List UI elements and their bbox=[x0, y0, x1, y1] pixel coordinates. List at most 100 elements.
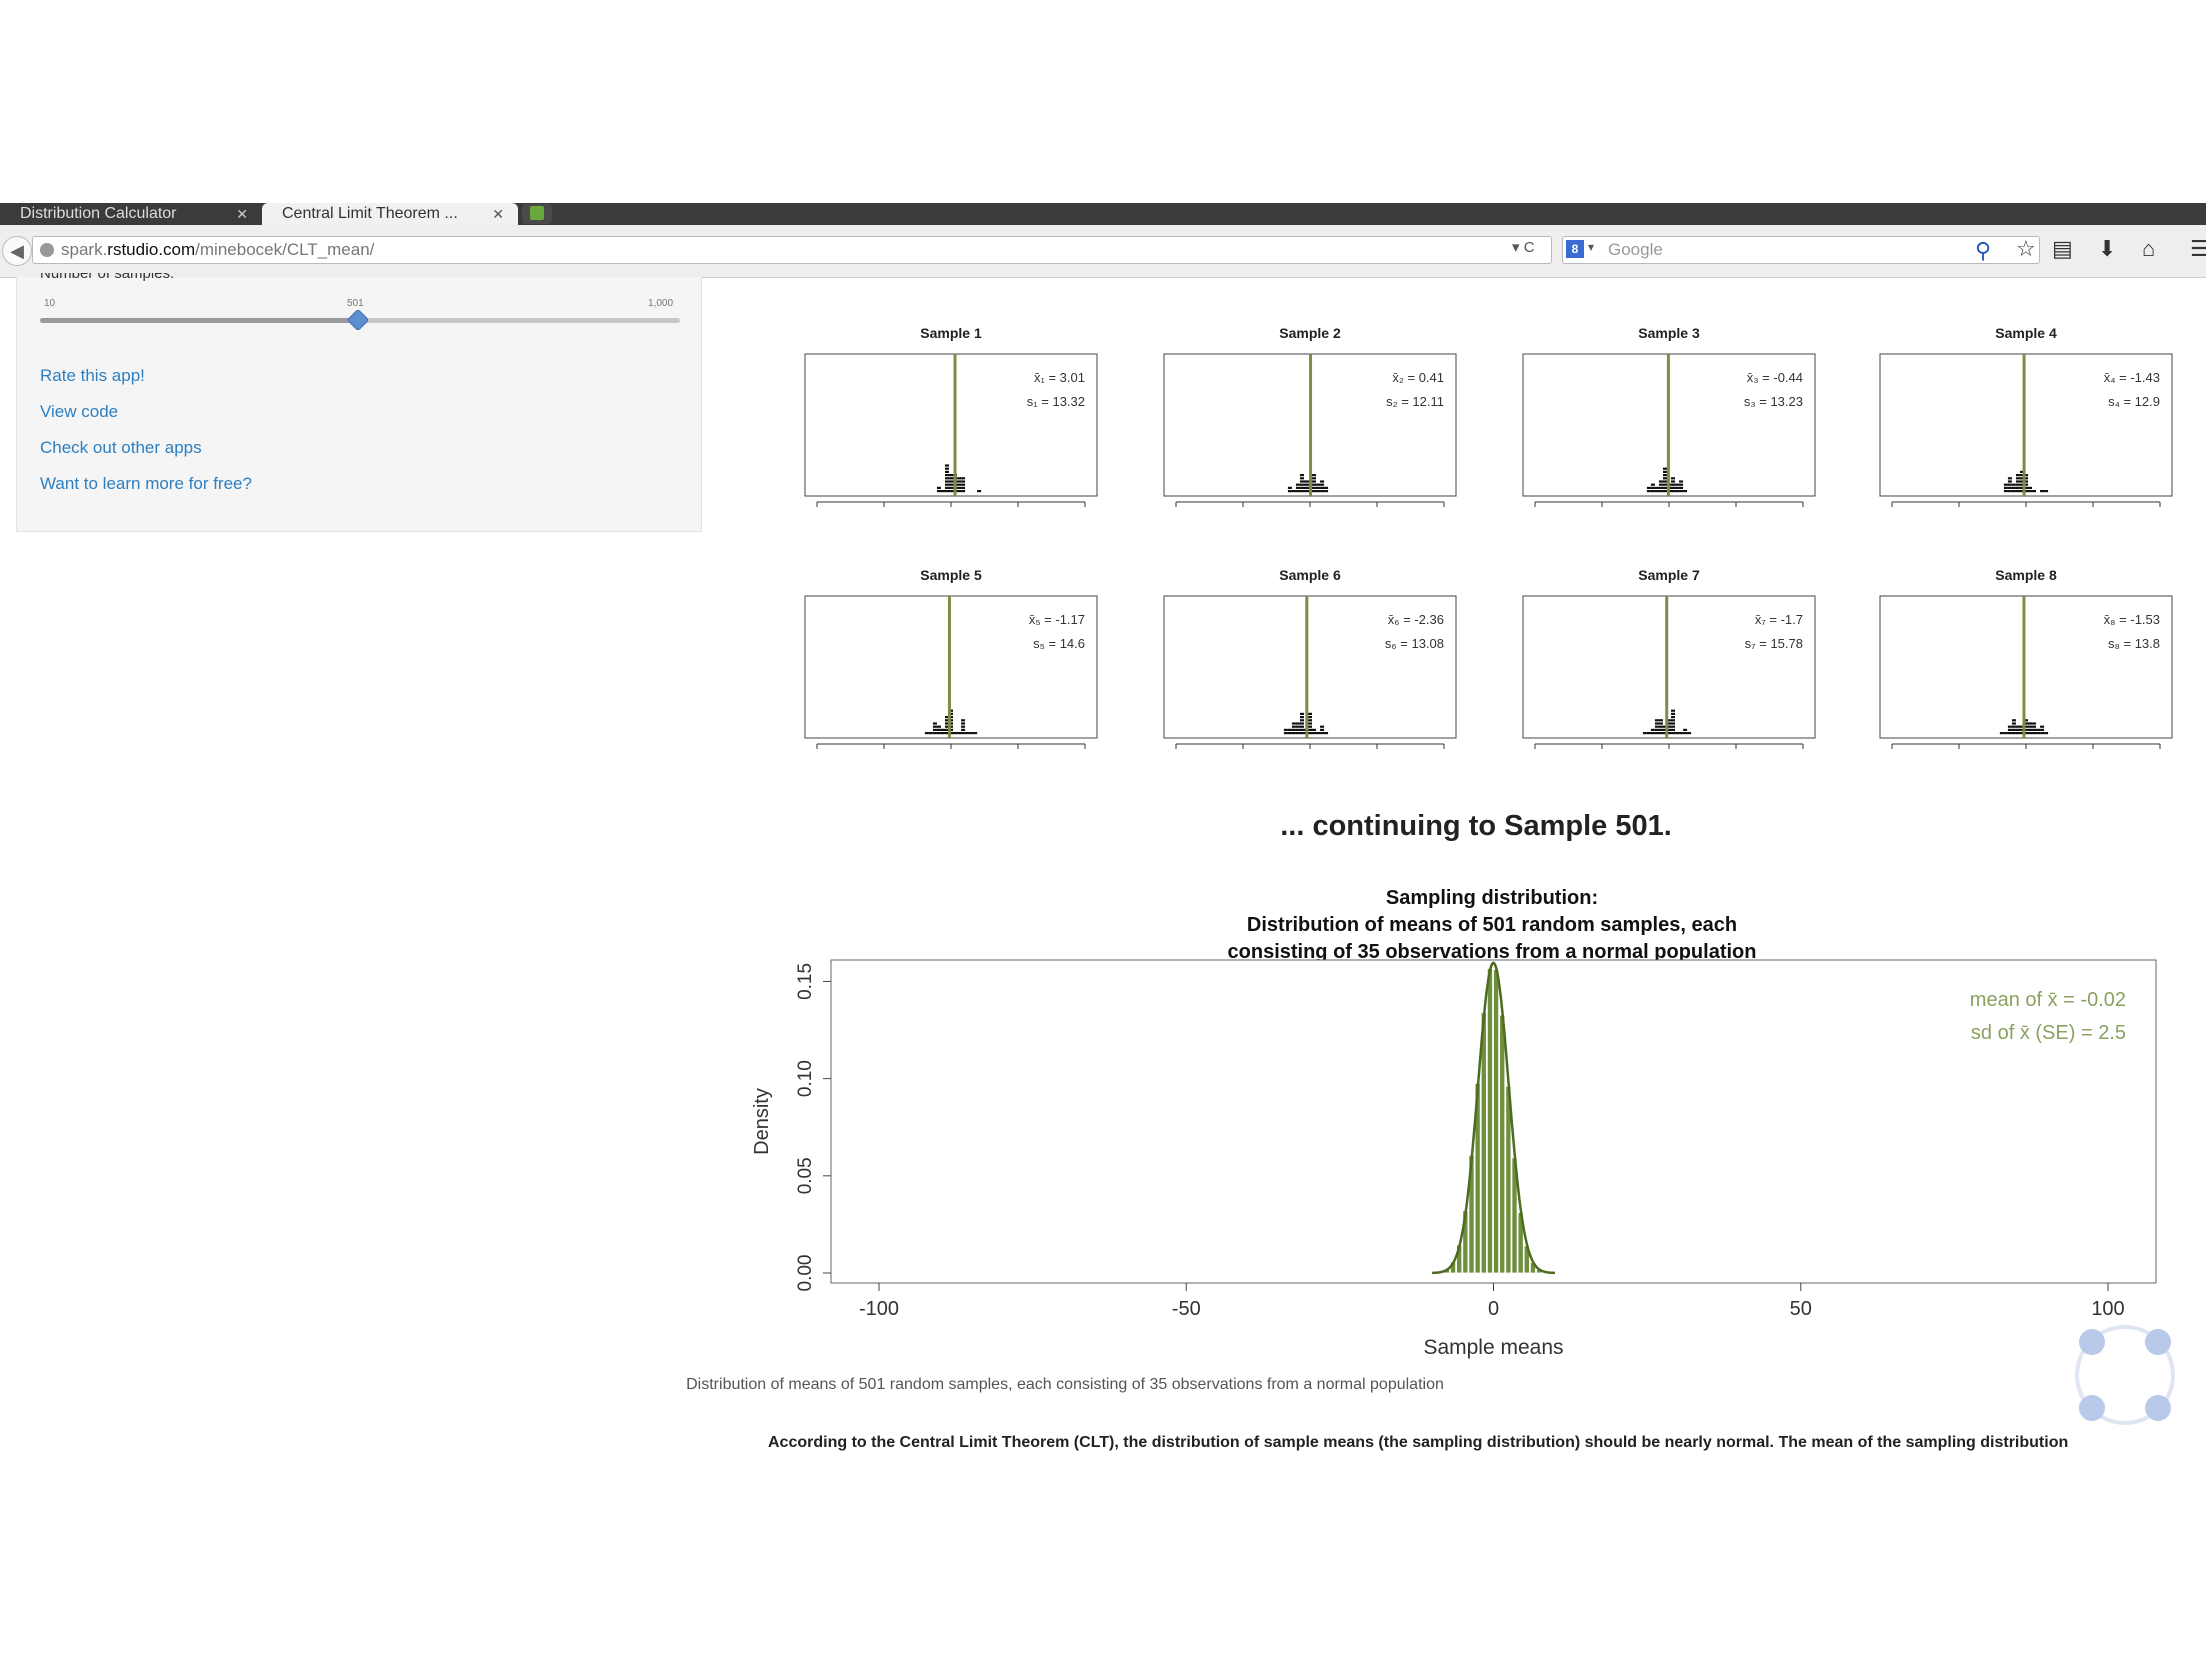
sample-plot-title: Sample 3 bbox=[1638, 325, 1700, 341]
observation-mark bbox=[2015, 483, 2020, 486]
samples-slider-fill bbox=[40, 318, 358, 323]
observation-mark bbox=[1324, 732, 1329, 735]
observation-mark bbox=[949, 480, 953, 483]
view-code-link[interactable]: View code bbox=[40, 402, 119, 421]
home-icon[interactable]: ⌂ bbox=[2142, 236, 2156, 261]
observation-mark bbox=[973, 732, 978, 735]
observation-mark bbox=[949, 474, 953, 477]
search-input[interactable]: Google bbox=[1562, 236, 2040, 264]
x-tick-label: -50 bbox=[1950, 509, 1968, 510]
x-tick-label: -100 bbox=[1523, 751, 1547, 752]
x-tick-label: 50 bbox=[2086, 751, 2100, 752]
observation-mark bbox=[1295, 722, 1300, 725]
sample-mean-label: x̄₆ = -2.36 bbox=[1388, 612, 1444, 627]
observation-mark bbox=[1671, 480, 1676, 483]
observation-mark bbox=[1671, 483, 1676, 486]
tab-label: Distribution Calculator bbox=[20, 205, 177, 222]
slider-value-label: 501 bbox=[347, 298, 364, 309]
search-icon[interactable]: ⚲ bbox=[1975, 238, 1992, 263]
observation-mark bbox=[1303, 486, 1308, 489]
observation-mark bbox=[957, 490, 962, 493]
back-button[interactable]: ◀ bbox=[2, 236, 32, 266]
observation-mark bbox=[1299, 474, 1304, 477]
observation-mark bbox=[1324, 490, 1329, 493]
observation-mark bbox=[936, 490, 941, 493]
observation-mark bbox=[1654, 728, 1659, 731]
x-tick-label: 50 bbox=[1370, 509, 1384, 510]
observation-mark bbox=[1675, 732, 1680, 735]
observation-mark bbox=[2019, 477, 2024, 480]
observation-mark bbox=[1658, 490, 1663, 493]
rate-app-link[interactable]: Rate this app! bbox=[40, 366, 145, 385]
sample-plot-title: Sample 7 bbox=[1638, 567, 1700, 583]
observation-mark bbox=[961, 719, 966, 722]
chevron-down-icon[interactable]: ▾ bbox=[1588, 240, 1595, 254]
tab-label: Central Limit Theorem ... bbox=[282, 205, 458, 222]
download-icon[interactable]: ⬇ bbox=[2098, 236, 2117, 261]
observation-mark bbox=[2044, 490, 2049, 493]
observation-mark bbox=[924, 732, 929, 735]
learn-more-link[interactable]: Want to learn more for free? bbox=[40, 474, 252, 493]
observation-mark bbox=[1646, 486, 1651, 489]
observation-mark bbox=[2015, 725, 2020, 728]
observation-mark bbox=[2019, 728, 2024, 731]
observation-mark bbox=[1671, 477, 1676, 480]
observation-mark bbox=[1320, 732, 1325, 735]
observation-mark bbox=[2015, 490, 2020, 493]
observation-mark bbox=[1283, 732, 1288, 735]
tab-distribution-calculator[interactable]: Distribution Calculator ✕ bbox=[0, 203, 262, 225]
x-tick-label: 50 bbox=[1370, 751, 1384, 752]
close-icon[interactable]: ✕ bbox=[236, 206, 248, 222]
observation-mark bbox=[1312, 728, 1317, 731]
observation-mark bbox=[2011, 725, 2016, 728]
observation-mark bbox=[2007, 732, 2012, 735]
observation-mark bbox=[940, 732, 945, 735]
observation-mark bbox=[1299, 486, 1304, 489]
x-tick-label: 100 bbox=[1075, 509, 1095, 510]
url-bar[interactable]: spark.rstudio.com/minebocek/CLT_mean/ bbox=[32, 236, 1552, 264]
observation-mark bbox=[944, 467, 949, 470]
new-tab-button[interactable] bbox=[522, 204, 552, 224]
sample-mean-label: x̄₇ = -1.7 bbox=[1755, 612, 1803, 627]
observation-mark bbox=[2024, 719, 2028, 722]
menu-icon[interactable]: ☰ bbox=[2190, 236, 2206, 261]
other-apps-link[interactable]: Check out other apps bbox=[40, 438, 202, 457]
observation-mark bbox=[1303, 483, 1308, 486]
observation-mark bbox=[1316, 483, 1321, 486]
observation-mark bbox=[1320, 725, 1325, 728]
observation-mark bbox=[1662, 480, 1667, 483]
observation-mark bbox=[2028, 722, 2033, 725]
observation-mark bbox=[1662, 477, 1667, 480]
observation-mark bbox=[2019, 490, 2024, 493]
back-arrow-icon: ◀ bbox=[10, 241, 24, 261]
observation-mark bbox=[2007, 725, 2012, 728]
sample-plot-title: Sample 1 bbox=[920, 325, 982, 341]
observation-mark bbox=[1667, 722, 1671, 725]
reload-icon[interactable]: ▾ C bbox=[1512, 239, 1535, 256]
observation-mark bbox=[1667, 725, 1671, 728]
observation-mark bbox=[2003, 732, 2008, 735]
observation-mark bbox=[2032, 732, 2037, 735]
observation-mark bbox=[2019, 474, 2024, 477]
sample-plot-1: Sample 1 -100 -50 0 50 100 x̄₁ = 3.01 s₁ = 13.3… bbox=[804, 325, 1098, 510]
observation-mark bbox=[2032, 725, 2037, 728]
x-tick-label: -50 bbox=[1172, 1298, 1201, 1320]
observation-mark bbox=[944, 480, 949, 483]
observation-mark bbox=[961, 486, 966, 489]
search-engine-icon[interactable]: 8 bbox=[1566, 240, 1584, 258]
observation-mark bbox=[2007, 486, 2012, 489]
observation-mark bbox=[1308, 722, 1312, 725]
tab-central-limit-theorem[interactable]: Central Limit Theorem ... ✕ bbox=[262, 203, 518, 225]
observation-mark bbox=[2028, 490, 2033, 493]
observation-mark bbox=[1662, 483, 1667, 486]
close-icon[interactable]: ✕ bbox=[492, 206, 504, 222]
observation-mark bbox=[961, 483, 966, 486]
observation-mark bbox=[2024, 722, 2028, 725]
observation-mark bbox=[1683, 490, 1688, 493]
bookmark-star-icon[interactable]: ☆ bbox=[2016, 236, 2036, 261]
observation-mark bbox=[1675, 490, 1680, 493]
bookmarks-icon[interactable]: ▤ bbox=[2052, 236, 2073, 261]
observation-mark bbox=[1291, 728, 1296, 731]
observation-mark bbox=[2028, 725, 2033, 728]
observation-mark bbox=[2011, 483, 2016, 486]
